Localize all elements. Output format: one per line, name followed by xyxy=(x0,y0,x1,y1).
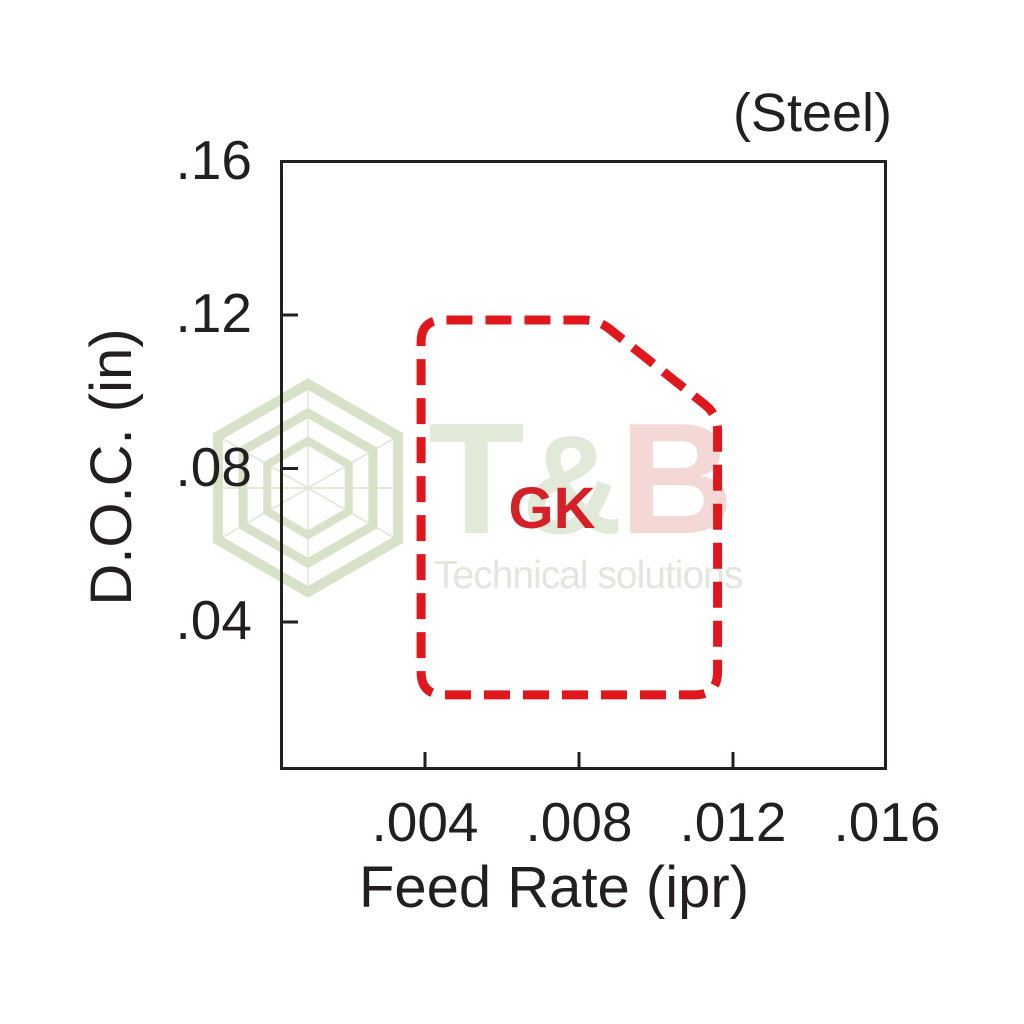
x-axis-title: Feed Rate (ipr) xyxy=(358,855,750,920)
y-tick-label: .12 xyxy=(175,282,252,344)
watermark-letter-b: B xyxy=(619,391,734,567)
x-tick-label: .004 xyxy=(371,791,479,853)
region-label-gk: GK xyxy=(508,475,596,541)
x-tick-label: .012 xyxy=(679,791,787,853)
y-tick-label: .04 xyxy=(175,589,252,651)
y-tick-label: .08 xyxy=(175,435,252,498)
x-tick-label: .016 xyxy=(833,791,941,853)
watermark-tagline: Technical solutions xyxy=(434,554,743,597)
x-tick-label: .008 xyxy=(525,791,633,853)
steel-annotation: (Steel) xyxy=(732,83,892,143)
y-tick-label: .16 xyxy=(175,128,252,191)
